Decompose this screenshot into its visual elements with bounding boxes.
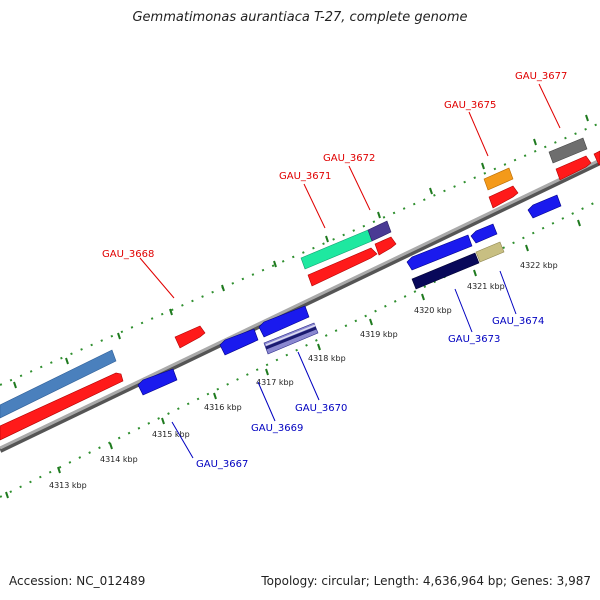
gene-block-right-blue[interactable]: [527, 194, 562, 219]
gene-label-gau-3670: GAU_3670: [295, 403, 347, 414]
genome-backbone: [0, 158, 600, 450]
accession-footer: Accession: NC_012489: [9, 574, 146, 588]
genome-summary-footer: Topology: circular; Length: 4,636,964 bp…: [261, 574, 591, 588]
gene-label-gau-3673: GAU_3673: [448, 334, 500, 345]
gene-block-gau-3669[interactable]: [219, 328, 259, 356]
forward-genes: [0, 137, 600, 441]
gene-label-gau-3667: GAU_3667: [196, 459, 248, 470]
gene-block-gau-3677-red[interactable]: [555, 155, 592, 181]
kbp-label-4320: 4320 kbp: [414, 306, 452, 315]
gene-label-gau-3675: GAU_3675: [444, 100, 496, 111]
gene-block-gau-3673-navy[interactable]: [411, 252, 480, 290]
kbp-label-4317: 4317 kbp: [256, 378, 294, 387]
gene-block-fwd-steel[interactable]: [0, 349, 117, 419]
gene-block-fwd-long-red[interactable]: [0, 372, 124, 441]
gene-label-gau-3674: GAU_3674: [492, 316, 544, 327]
kbp-label-4321: 4321 kbp: [467, 282, 505, 291]
genome-backbone-shadow: [0, 159, 600, 453]
gene-block-gau-3667[interactable]: [137, 368, 178, 396]
gene-block-gau-3673-blue[interactable]: [470, 223, 498, 244]
kbp-label-4322: 4322 kbp: [520, 261, 558, 270]
kbp-label-4313: 4313 kbp: [49, 481, 87, 490]
kbp-label-4316: 4316 kbp: [204, 403, 242, 412]
gene-block-gau-3673[interactable]: [406, 234, 473, 271]
gene-block-gau-3672-red[interactable]: [374, 236, 397, 256]
gene-label-gau-3671: GAU_3671: [279, 171, 331, 182]
inner-grid-ring: [0, 199, 600, 498]
gene-block-gau-3668[interactable]: [174, 325, 206, 349]
kbp-label-4318: 4318 kbp: [308, 354, 346, 363]
gene-block-gau-3671[interactable]: [307, 247, 378, 287]
reverse-genes: [137, 194, 562, 396]
kbp-label-4319: 4319 kbp: [360, 330, 398, 339]
outer-grid-ring: [0, 122, 600, 386]
gene-block-edge-red[interactable]: [593, 150, 600, 166]
genome-title: Gemmatimonas aurantiaca T-27, complete g…: [132, 10, 468, 25]
kbp-label-4314: 4314 kbp: [100, 455, 138, 464]
gene-block-gau-3672[interactable]: [367, 220, 392, 242]
gene-label-gau-3672: GAU_3672: [323, 153, 375, 164]
gene-block-gau-3670-stripe: [265, 326, 317, 350]
gene-label-gau-3669: GAU_3669: [251, 423, 303, 434]
kbp-ticks: [5, 114, 589, 499]
gene-label-gau-3668: GAU_3668: [102, 249, 154, 260]
gene-block-gau-3675[interactable]: [483, 167, 514, 191]
gene-block-gau-3670-highlight: [265, 324, 317, 346]
kbp-label-4315: 4315 kbp: [152, 430, 190, 439]
gene-block-gau-3674[interactable]: [475, 241, 505, 263]
gene-label-gau-3677: GAU_3677: [515, 71, 567, 82]
gene-block-gau-3670[interactable]: [258, 305, 310, 338]
gene-block-gau-3675-red[interactable]: [488, 185, 519, 209]
leader-lines: [139, 83, 561, 459]
gene-block-gau-3677[interactable]: [548, 137, 588, 164]
